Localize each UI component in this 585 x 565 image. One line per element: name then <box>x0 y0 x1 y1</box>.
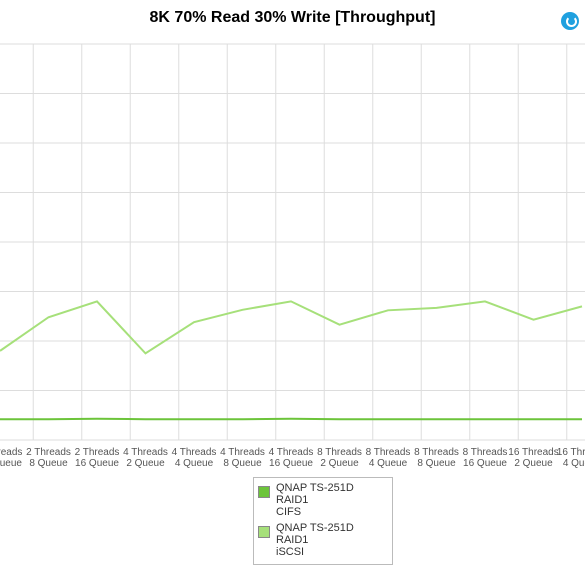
legend-item-cifs[interactable]: QNAP TS-251D RAID1 CIFS <box>258 482 388 518</box>
legend-label-cifs-line2: CIFS <box>276 506 301 518</box>
legend-label-iscsi-line1: QNAP TS-251D RAID1 <box>276 522 354 546</box>
legend-label-iscsi: QNAP TS-251D RAID1 iSCSI <box>276 522 388 558</box>
legend-label-cifs: QNAP TS-251D RAID1 CIFS <box>276 482 388 518</box>
legend-swatch-iscsi <box>258 526 270 538</box>
legend-label-cifs-line1: QNAP TS-251D RAID1 <box>276 482 354 506</box>
chart-grid <box>0 44 585 440</box>
chart-series <box>0 301 582 419</box>
chart-legend: QNAP TS-251D RAID1 CIFS QNAP TS-251D RAI… <box>253 477 393 565</box>
legend-swatch-cifs <box>258 486 270 498</box>
legend-item-iscsi[interactable]: QNAP TS-251D RAID1 iSCSI <box>258 522 388 558</box>
series-line-1 <box>0 301 582 353</box>
legend-label-iscsi-line2: iSCSI <box>276 546 304 558</box>
